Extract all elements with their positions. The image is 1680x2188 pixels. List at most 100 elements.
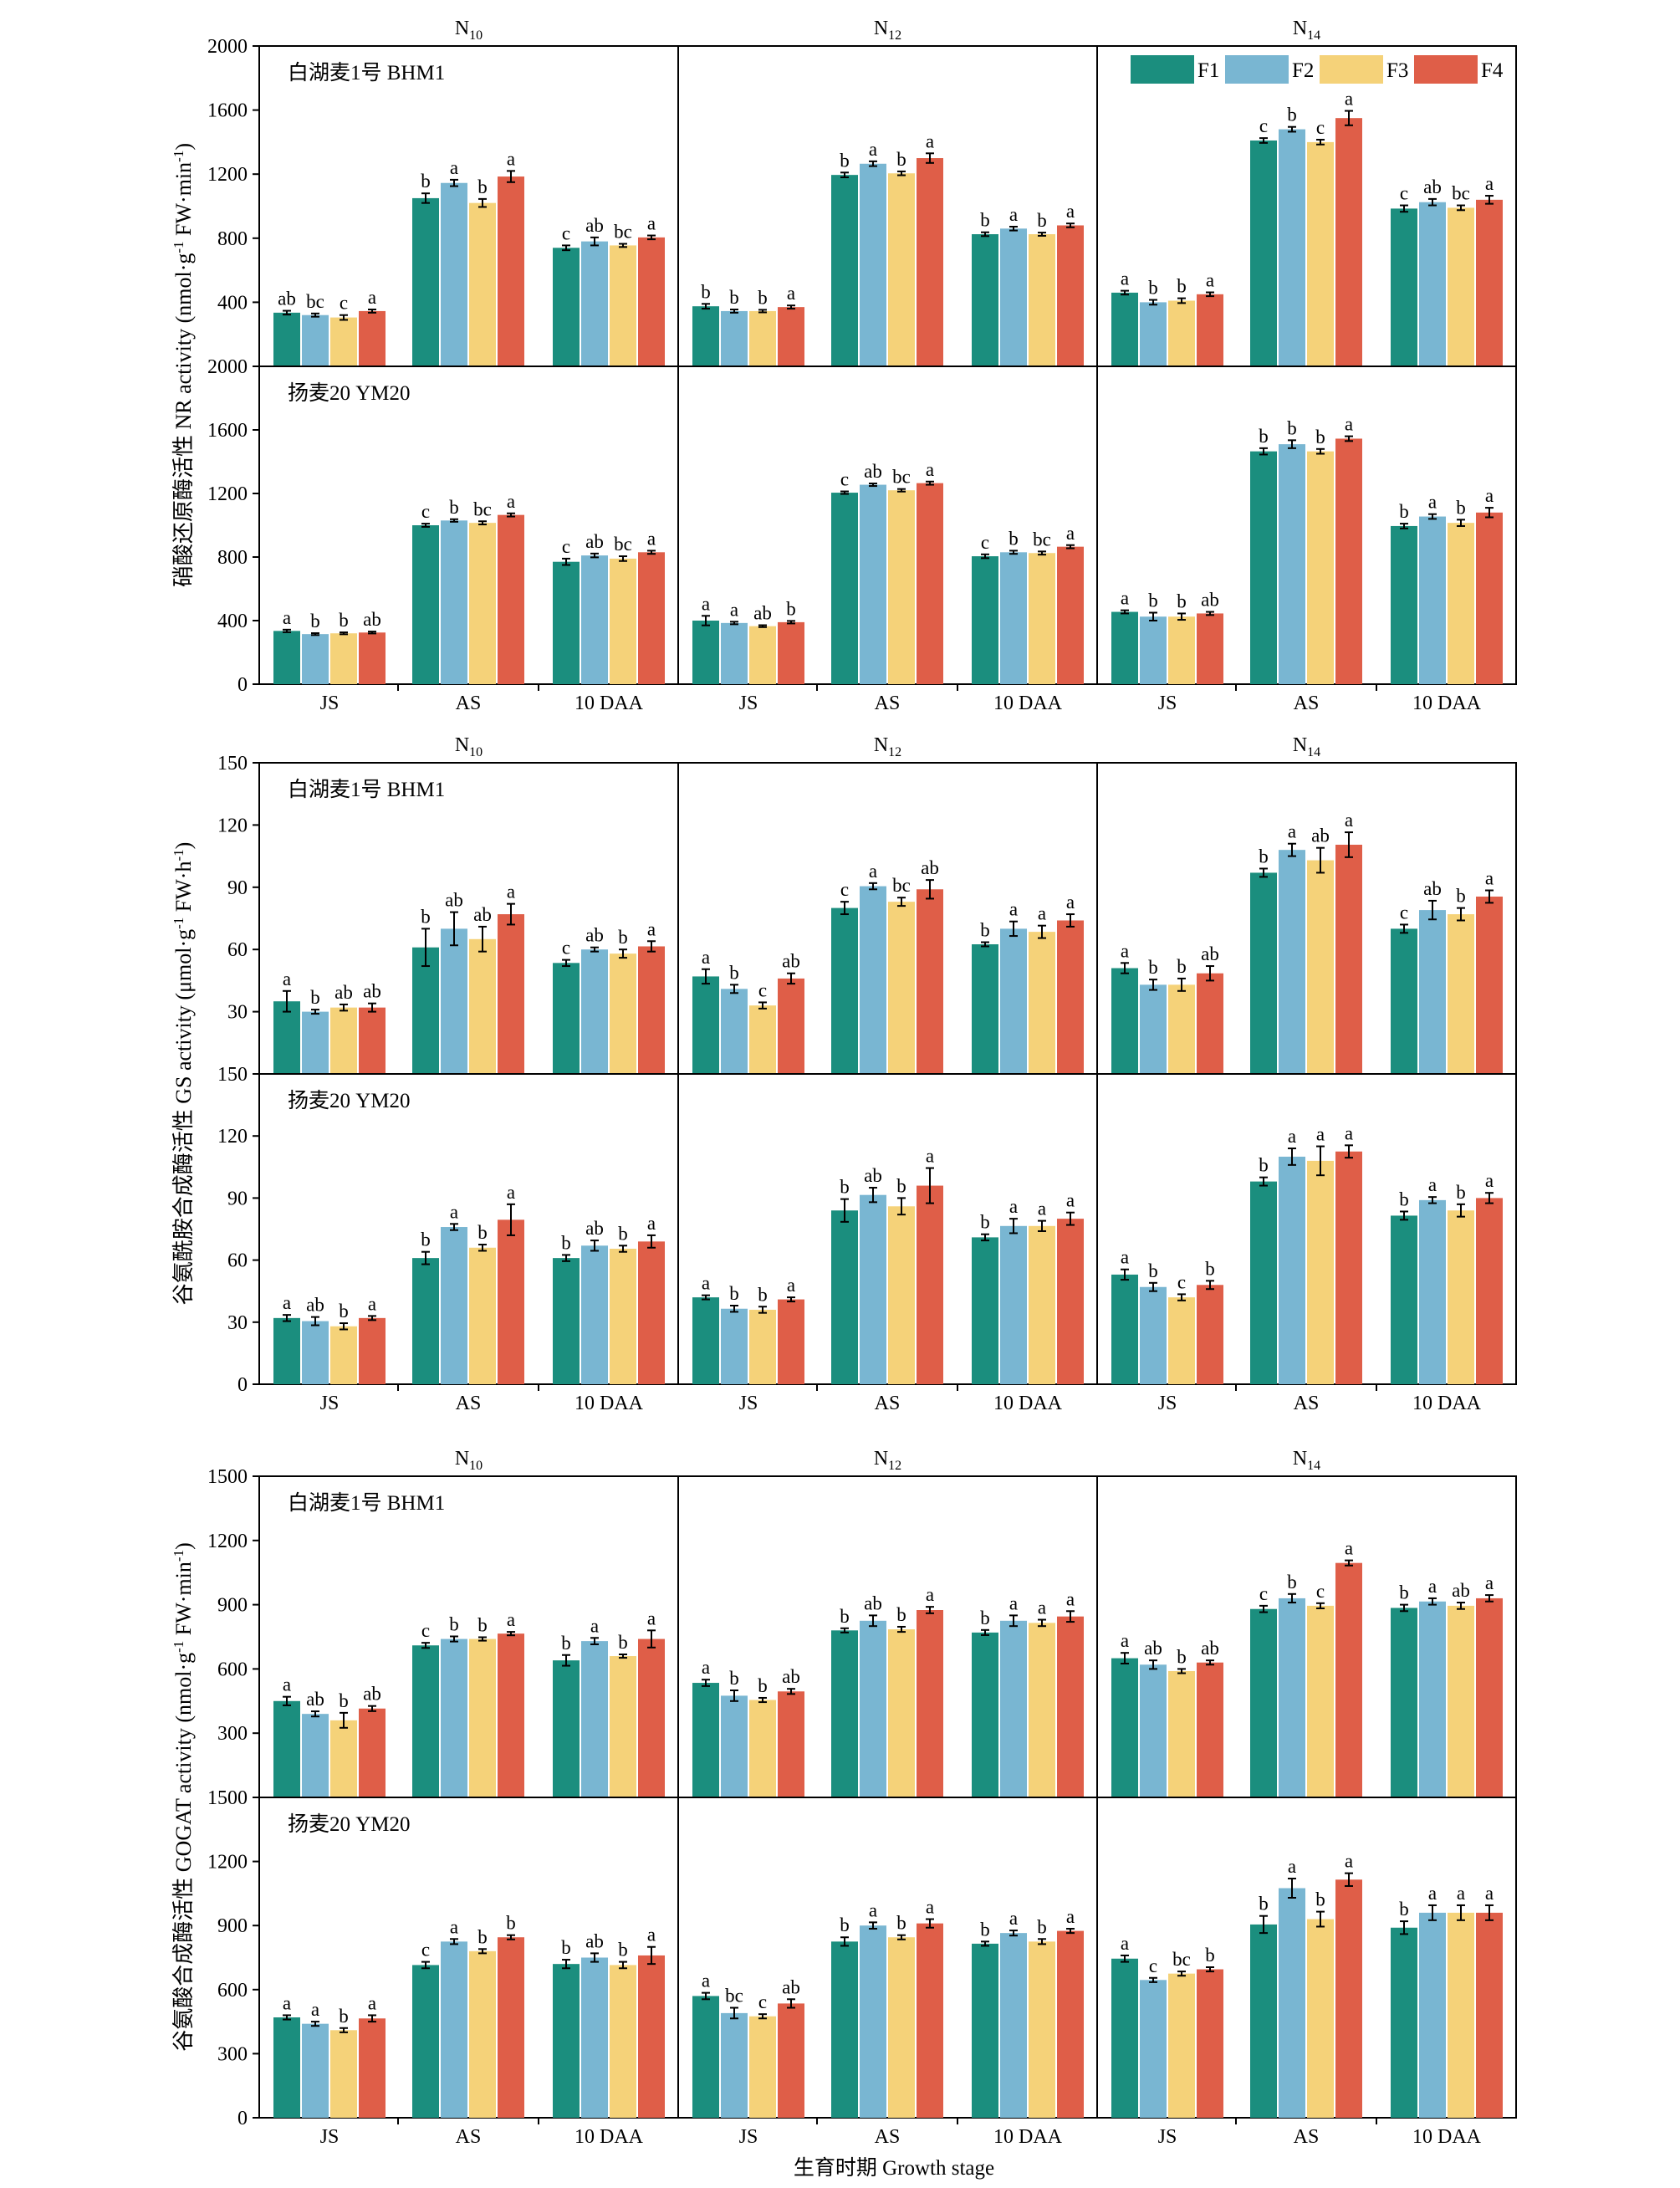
bar-F3 xyxy=(610,558,636,684)
legend-swatch-F3 xyxy=(1320,55,1383,84)
bar-F1 xyxy=(273,1317,300,1384)
bar-F1 xyxy=(1250,451,1277,684)
significance-letter: a xyxy=(1038,903,1046,924)
bar-F1 xyxy=(972,1237,998,1384)
significance-letter: b xyxy=(421,171,431,192)
significance-letter: c xyxy=(981,532,989,553)
bar-F2 xyxy=(1140,984,1167,1074)
bar-F3 xyxy=(330,633,357,684)
bar-F3 xyxy=(749,626,776,684)
column-header-subscript: 12 xyxy=(888,28,901,43)
x-tick-label: 10 DAA xyxy=(993,1393,1063,1414)
y-tick-label: 1200 xyxy=(207,164,248,186)
x-tick-label: JS xyxy=(1158,693,1177,714)
significance-letter: a xyxy=(730,599,738,620)
significance-letter: a xyxy=(368,1992,376,2013)
significance-letter: b xyxy=(618,1940,628,1961)
cultivar-label: 白湖麦1号 BHM1 xyxy=(288,778,445,801)
bar-F4 xyxy=(1476,896,1503,1074)
x-tick-label: 10 DAA xyxy=(1412,1393,1482,1414)
bar-F4 xyxy=(1335,1151,1362,1384)
panel-frame xyxy=(1096,1073,1517,1385)
panel-frame xyxy=(1096,366,1517,685)
bar-F4 xyxy=(1197,294,1223,366)
bar-F4 xyxy=(498,176,524,366)
column-header-N12: N12 xyxy=(874,18,901,43)
column-header-subscript: 12 xyxy=(888,745,901,759)
bar-F2 xyxy=(441,1638,467,1797)
bar-F3 xyxy=(1448,1210,1474,1384)
significance-letter: a xyxy=(1316,1124,1325,1145)
significance-letter: b xyxy=(980,210,990,231)
legend-label-F3: F3 xyxy=(1386,59,1408,82)
bar-F3 xyxy=(1448,207,1474,366)
y-axis-label-part: FW·h xyxy=(171,861,196,918)
y-axis-label-part: ) xyxy=(171,842,196,850)
significance-letter: b xyxy=(1148,1260,1158,1281)
significance-letter: a xyxy=(647,1608,656,1628)
y-tick-label: 0 xyxy=(237,674,248,696)
significance-letter: b xyxy=(1148,278,1158,299)
significance-letter: c xyxy=(1316,1581,1325,1602)
bar-F3 xyxy=(1448,914,1474,1074)
bar-F3 xyxy=(749,1700,776,1797)
x-tick-label: 10 DAA xyxy=(993,693,1063,714)
significance-letter: b xyxy=(729,287,739,308)
bar-F1 xyxy=(1391,208,1417,366)
bar-F1 xyxy=(831,1210,858,1384)
bar-F3 xyxy=(1168,1297,1195,1384)
cultivar-label: 扬麦20 YM20 xyxy=(288,381,411,405)
significance-letter: a xyxy=(1206,270,1214,291)
bar-F3 xyxy=(749,1309,776,1384)
significance-letter: b xyxy=(980,1919,990,1940)
bar-F1 xyxy=(273,312,300,366)
significance-letter: b xyxy=(421,1229,431,1250)
panel-frame xyxy=(1096,1797,1517,2119)
significance-letter: a xyxy=(1066,1906,1075,1927)
significance-letter: b xyxy=(477,1615,488,1636)
y-axis-label-part: NR activity (nmol·g xyxy=(171,253,196,430)
significance-letter: a xyxy=(1485,1170,1494,1191)
bar-F1 xyxy=(692,1683,719,1797)
significance-letter: c xyxy=(1316,117,1325,138)
bar-F1 xyxy=(831,493,858,684)
bar-F3 xyxy=(610,953,636,1074)
significance-letter: c xyxy=(840,879,849,900)
bar-F1 xyxy=(1391,1927,1417,2118)
significance-letter: a xyxy=(1121,588,1129,609)
significance-letter: a xyxy=(1066,201,1075,222)
bar-F3 xyxy=(749,310,776,366)
significance-letter: b xyxy=(477,1222,488,1243)
bar-F3 xyxy=(469,1247,496,1384)
bar-F2 xyxy=(1279,444,1305,684)
bar-F3 xyxy=(1307,451,1334,684)
significance-letter: a xyxy=(926,130,934,151)
significance-letter: ab xyxy=(864,1592,882,1613)
bar-F2 xyxy=(441,520,467,684)
bar-F4 xyxy=(1476,1912,1503,2118)
cultivar-label: 扬麦20 YM20 xyxy=(288,1812,411,1836)
bar-F2 xyxy=(860,484,886,684)
significance-letter: b xyxy=(1259,1155,1269,1176)
significance-letter: ab xyxy=(1201,1638,1219,1659)
bar-F2 xyxy=(1419,1912,1446,2118)
significance-letter: a xyxy=(702,1657,710,1678)
x-tick-label: 10 DAA xyxy=(1412,693,1482,714)
bar-F1 xyxy=(1250,1608,1277,1797)
significance-letter: a xyxy=(647,918,656,939)
significance-letter: bc xyxy=(725,1986,743,2007)
bar-F1 xyxy=(553,963,580,1074)
significance-letter: a xyxy=(926,1146,934,1167)
bar-F2 xyxy=(1279,1888,1305,2118)
significance-letter: a xyxy=(1345,1851,1353,1872)
bar-F4 xyxy=(359,1007,386,1074)
column-header-N12: N12 xyxy=(874,734,901,759)
significance-letter: ab xyxy=(1201,590,1219,611)
bar-F2 xyxy=(1140,1980,1167,2118)
bar-F4 xyxy=(1057,546,1084,684)
significance-letter: a xyxy=(1121,1630,1129,1651)
x-tick-label: AS xyxy=(1294,2126,1320,2148)
bar-F2 xyxy=(1000,1225,1027,1384)
